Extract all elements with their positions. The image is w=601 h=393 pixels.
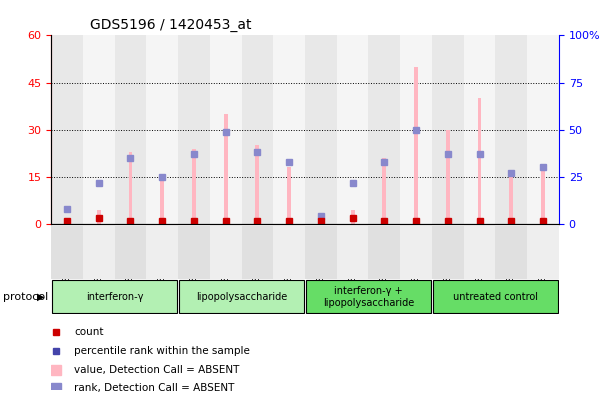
Text: untreated control: untreated control bbox=[453, 292, 538, 302]
Text: protocol: protocol bbox=[3, 292, 48, 302]
Bar bbox=[224, 114, 228, 224]
Bar bbox=[433, 281, 558, 313]
Bar bbox=[160, 178, 164, 224]
Bar bbox=[115, 35, 146, 224]
Bar bbox=[319, 215, 323, 224]
Bar bbox=[478, 98, 481, 224]
Text: interferon-γ +
lipopolysaccharide: interferon-γ + lipopolysaccharide bbox=[323, 286, 414, 307]
Bar bbox=[51, 35, 83, 224]
Bar bbox=[464, 35, 495, 224]
Bar bbox=[337, 226, 368, 279]
Text: rank, Detection Call = ABSENT: rank, Detection Call = ABSENT bbox=[74, 384, 234, 393]
Bar bbox=[495, 226, 527, 279]
Bar bbox=[242, 226, 273, 279]
Bar bbox=[65, 219, 69, 224]
Bar bbox=[495, 35, 527, 224]
Text: interferon-γ: interferon-γ bbox=[86, 292, 143, 302]
Bar bbox=[97, 210, 100, 224]
Bar bbox=[368, 35, 400, 224]
Bar bbox=[446, 130, 450, 224]
Bar bbox=[178, 281, 304, 313]
Bar bbox=[52, 281, 177, 313]
Bar bbox=[400, 35, 432, 224]
Bar bbox=[368, 226, 400, 279]
Text: GDS5196 / 1420453_at: GDS5196 / 1420453_at bbox=[90, 18, 252, 32]
Bar bbox=[305, 35, 337, 224]
Bar bbox=[510, 177, 513, 224]
Bar bbox=[83, 226, 115, 279]
Bar bbox=[337, 35, 368, 224]
Text: percentile rank within the sample: percentile rank within the sample bbox=[74, 346, 250, 356]
Bar bbox=[541, 164, 545, 224]
Bar bbox=[464, 226, 495, 279]
Bar bbox=[115, 226, 146, 279]
Bar bbox=[527, 35, 559, 224]
Bar bbox=[400, 226, 432, 279]
Text: count: count bbox=[74, 327, 103, 337]
Bar bbox=[210, 226, 242, 279]
Bar bbox=[351, 210, 355, 224]
Bar bbox=[210, 35, 242, 224]
Text: lipopolysaccharide: lipopolysaccharide bbox=[196, 292, 287, 302]
Bar bbox=[242, 35, 273, 224]
Bar bbox=[255, 145, 259, 224]
Bar bbox=[432, 226, 464, 279]
Text: value, Detection Call = ABSENT: value, Detection Call = ABSENT bbox=[74, 365, 239, 375]
Bar bbox=[178, 35, 210, 224]
Bar bbox=[146, 226, 178, 279]
Bar bbox=[414, 67, 418, 224]
Bar bbox=[178, 226, 210, 279]
Text: ▶: ▶ bbox=[37, 292, 44, 302]
Bar bbox=[192, 149, 196, 224]
Bar bbox=[382, 158, 386, 224]
Bar bbox=[146, 35, 178, 224]
Bar bbox=[129, 152, 132, 224]
Bar bbox=[527, 226, 559, 279]
Bar bbox=[51, 226, 83, 279]
Bar bbox=[273, 35, 305, 224]
Bar bbox=[273, 226, 305, 279]
Bar bbox=[83, 35, 115, 224]
Bar bbox=[287, 167, 291, 224]
Bar bbox=[305, 226, 337, 279]
Bar bbox=[306, 281, 432, 313]
Bar bbox=[432, 35, 464, 224]
